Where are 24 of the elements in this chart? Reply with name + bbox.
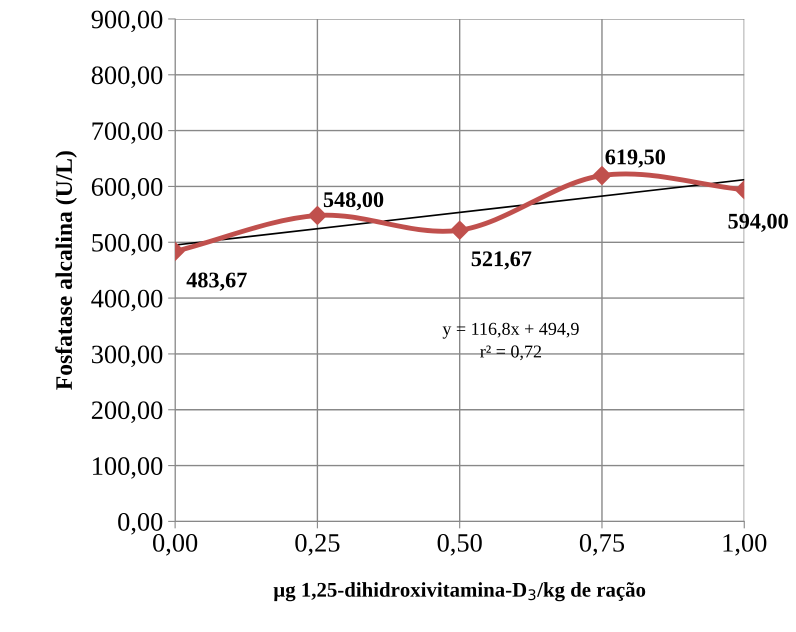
data-label: 548,00 [324, 192, 384, 210]
y-tick-label: 900,00 [92, 10, 162, 32]
x-tick-label: 0,75 [580, 534, 624, 556]
y-tick-label: 800,00 [92, 66, 162, 88]
x-tick-label: 0,00 [153, 534, 198, 556]
y-axis-title: Fosfatase alcalina (U/L) [55, 151, 77, 390]
annotation: r² = 0,72 [480, 345, 542, 360]
y-tick-label: 100,00 [93, 457, 162, 479]
x-tick-label: 1,00 [723, 534, 766, 556]
x-axis-title: µg 1,25-dihidroxivitamina-D$_{3}$/kg de ração [274, 582, 646, 602]
data-label: 521,67 [472, 251, 532, 270]
data-label: 619,50 [606, 149, 666, 168]
annotation: y = 116,8x + 494,9 [442, 322, 579, 339]
y-tick-label: 200,00 [92, 401, 162, 423]
x-tick-label: 0,25 [295, 534, 340, 556]
data-label: 483,67 [186, 272, 247, 291]
y-tick-label: 700,00 [92, 122, 162, 144]
data-label: 594,00 [728, 214, 788, 232]
x-tick-label: 0,50 [438, 534, 482, 556]
y-tick-label: 600,00 [92, 178, 162, 200]
y-tick-label: 500,00 [92, 234, 162, 256]
y-tick-label: 400,00 [91, 290, 162, 312]
y-tick-label: 300,00 [92, 346, 162, 368]
y-tick-label: 0,00 [118, 513, 162, 535]
